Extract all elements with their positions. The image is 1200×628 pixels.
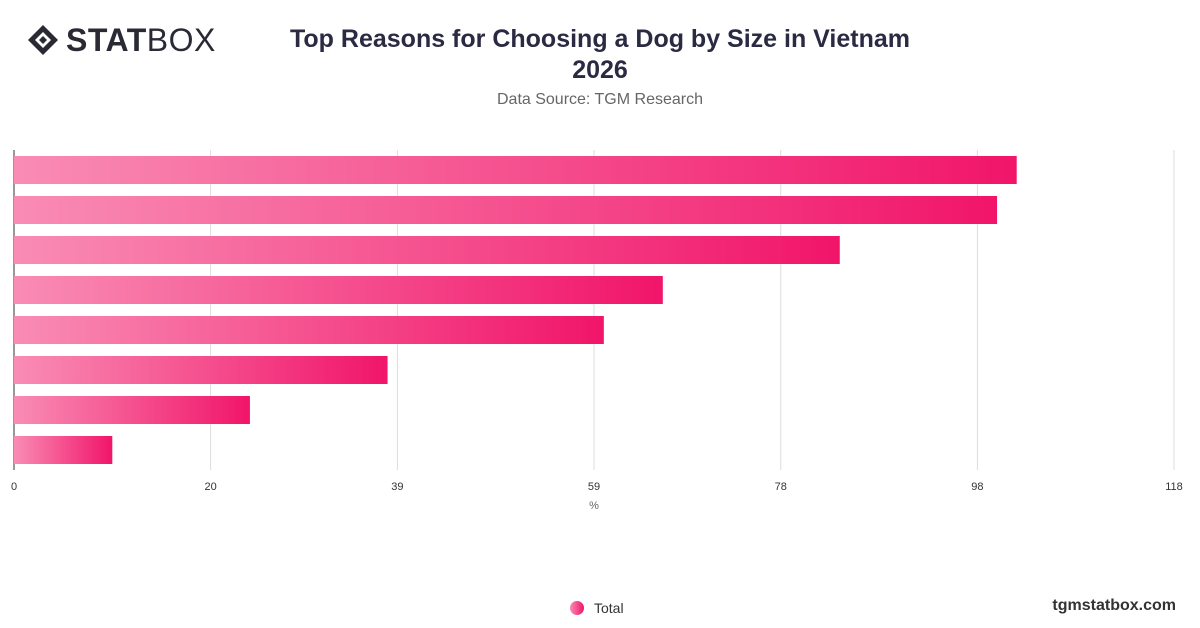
statbox-logo-icon	[28, 25, 58, 55]
logo-text-bold: STAT	[66, 22, 147, 58]
bar-6[interactable]	[14, 356, 388, 384]
x-tick-label: 118	[1165, 481, 1183, 493]
chart-subtitle: Data Source: TGM Research	[496, 91, 703, 108]
bar-3[interactable]	[14, 236, 840, 264]
legend-label: Total	[594, 600, 624, 616]
x-tick-label: 39	[391, 481, 403, 493]
bar-4[interactable]	[14, 276, 663, 304]
tick-layer: 0 20 39 59 78 98 118	[11, 481, 1183, 493]
bar-5[interactable]	[14, 316, 604, 344]
x-tick-label: 98	[971, 481, 983, 493]
bar-1[interactable]	[14, 156, 1017, 184]
x-tick-label: 59	[588, 481, 600, 493]
chart-title-line-1: Top Reasons for Choosing a Dog by Size i…	[290, 25, 910, 53]
footer-source: tgmstatbox.com	[1052, 597, 1176, 614]
x-axis-title: %	[589, 500, 599, 512]
logo-text-light: BOX	[146, 22, 216, 58]
bar-layer	[14, 156, 1017, 464]
legend-marker	[570, 601, 584, 615]
bar-8[interactable]	[14, 436, 113, 464]
x-tick-label: 0	[11, 481, 17, 493]
x-tick-label: 20	[204, 481, 216, 493]
bar-7[interactable]	[14, 396, 250, 424]
x-tick-label: 78	[775, 481, 787, 493]
statbox-logo: STATBOX	[26, 22, 216, 58]
chart-title: Top Reasons for Choosing a Dog by Size i…	[250, 24, 950, 86]
logo-text: STATBOX	[66, 22, 216, 58]
chart-title-line-2: 2026	[572, 56, 628, 84]
bar-2[interactable]	[14, 196, 998, 224]
legend[interactable]: Total	[570, 600, 624, 616]
